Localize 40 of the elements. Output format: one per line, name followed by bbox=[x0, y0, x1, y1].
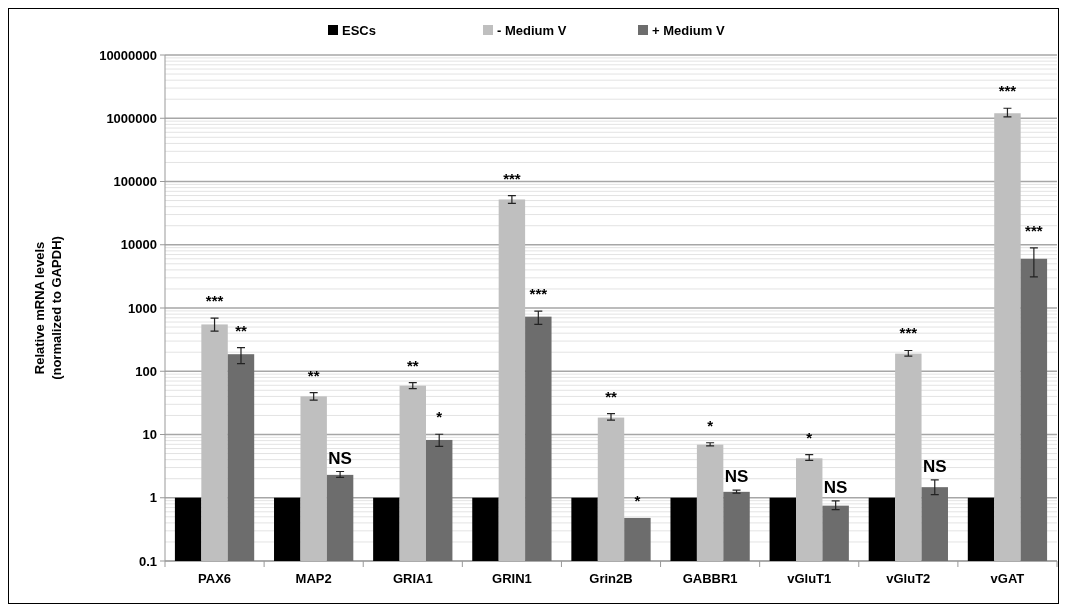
x-tick-label: vGluT2 bbox=[886, 571, 931, 586]
annotation: *** bbox=[503, 169, 521, 187]
y-tick-label: 100 bbox=[135, 363, 157, 379]
x-tick-label: GRIA1 bbox=[392, 571, 433, 586]
annotation: NS bbox=[922, 456, 947, 476]
y-axis-title: Relative mRNA levels (normalized to GAPDH) bbox=[32, 236, 64, 380]
y-tick-label: 10000000 bbox=[99, 47, 157, 63]
annotation: *** bbox=[998, 82, 1017, 100]
annotation: NS bbox=[724, 467, 749, 487]
annotation: * bbox=[707, 416, 714, 434]
y-tick-label: 10000 bbox=[120, 237, 157, 253]
x-tick-label: PAX6 bbox=[198, 571, 232, 586]
x-tick-label: vGluT1 bbox=[787, 571, 832, 586]
y-tick-label: 1 bbox=[149, 490, 157, 506]
annotation: NS bbox=[823, 477, 848, 497]
x-tick-label: GABBR1 bbox=[682, 571, 738, 586]
x-tick-label: Grin2B bbox=[589, 571, 633, 586]
y-tick-label: 0.1 bbox=[138, 553, 157, 569]
x-tick-label: MAP2 bbox=[295, 571, 332, 586]
legend-label: + Medium V bbox=[652, 22, 725, 38]
annotation: * bbox=[634, 491, 641, 509]
x-tick-label: vGAT bbox=[990, 571, 1025, 586]
y-tick-label: 1000 bbox=[128, 300, 157, 316]
legend-label: ESCs bbox=[342, 22, 376, 38]
annotation: *** bbox=[1025, 221, 1043, 239]
annotation: *** bbox=[205, 292, 224, 310]
annotation: * bbox=[806, 428, 813, 446]
y-tick-label: 100000 bbox=[113, 174, 157, 190]
y-tick-label: 1000000 bbox=[106, 110, 157, 126]
x-tick-label: GRIN1 bbox=[492, 571, 532, 586]
annotation: *** bbox=[899, 324, 918, 342]
annotation: ** bbox=[307, 366, 320, 384]
annotation: *** bbox=[529, 285, 548, 303]
annotation: ** bbox=[235, 321, 247, 339]
legend-label: - Medium V bbox=[497, 22, 567, 38]
annotation: * bbox=[436, 408, 443, 426]
annotation: ** bbox=[406, 356, 419, 374]
annotation: ** bbox=[605, 387, 617, 405]
annotation: NS bbox=[328, 448, 352, 468]
y-tick-label: 10 bbox=[142, 427, 157, 443]
